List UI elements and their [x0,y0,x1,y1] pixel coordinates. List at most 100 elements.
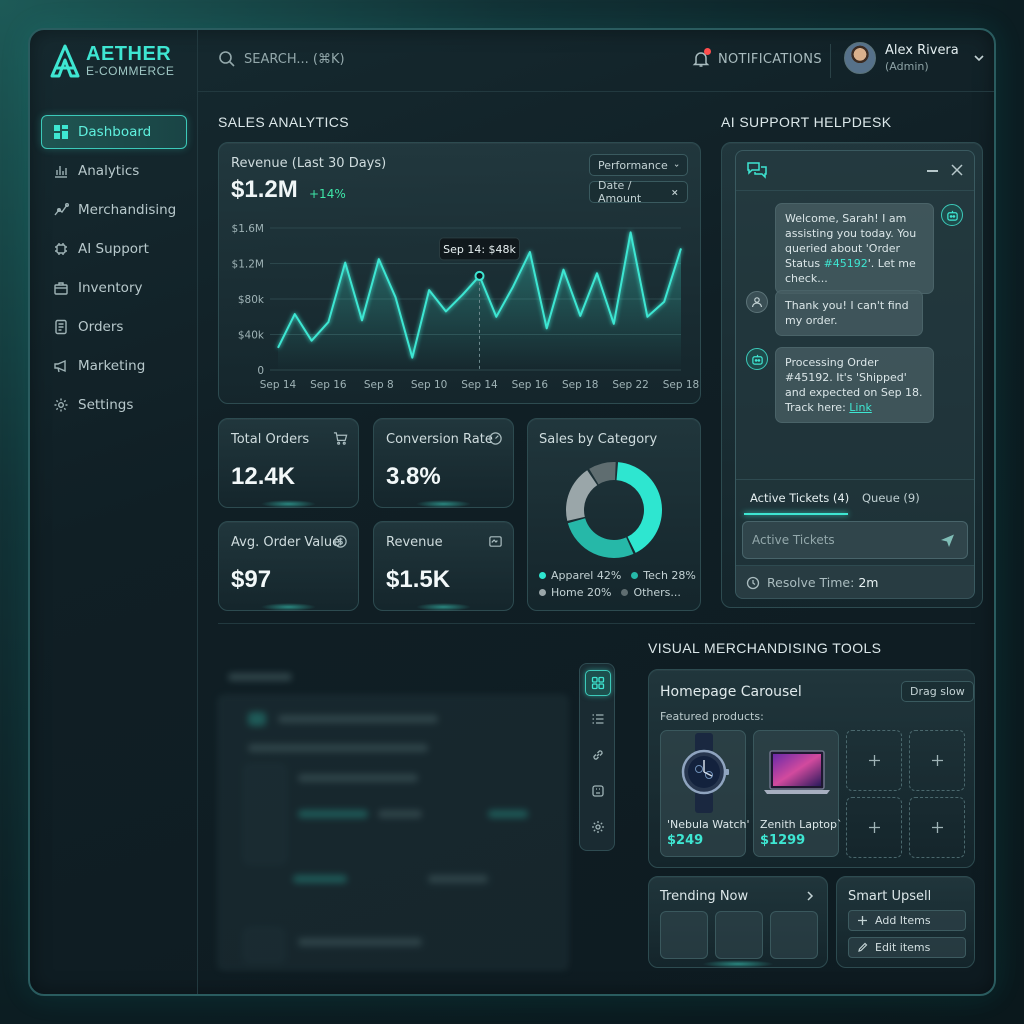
trending-item[interactable] [770,911,818,959]
highlight-point [474,270,485,281]
canvas-toolbar [579,663,615,851]
donut-slice-1[interactable] [567,518,634,558]
donut-slice-3[interactable] [589,462,616,485]
trending-now-card[interactable]: Trending Now [648,876,828,968]
list-tool-button[interactable] [585,706,611,732]
chat-message-user: Thank you! I can't find my order. [775,290,923,336]
empty-product-slot[interactable] [846,730,902,791]
plus-icon [868,822,880,833]
brand-logo[interactable]: AETHER E-COMMERCE [50,44,174,78]
user-menu[interactable]: Alex Rivera (Admin) [844,42,985,74]
bot-avatar-icon [941,204,963,226]
sidebar-item-dashboard[interactable]: Dashboard [41,115,187,149]
avatar [844,42,876,74]
blurred-text [248,744,428,752]
tab-active-tickets[interactable]: Active Tickets (4) [750,491,850,505]
revenue-chart-card: 0 $40k $80k $1.2M $1.6M Sep 14 Sep 16 Sep 8 Sep … [218,142,701,404]
link-icon [593,750,603,760]
tab-queue[interactable]: Queue (9) [862,491,920,505]
performance-dropdown[interactable]: Performance [589,154,688,176]
product-card-nebula-watch[interactable]: 'Nebula Watch' $249 [660,730,750,857]
donut-slice-2[interactable] [566,470,598,521]
sidebar-item-marketing[interactable]: Marketing [41,349,187,383]
legend-item-others: Others... [621,586,681,599]
grid-tool-button[interactable] [585,670,611,696]
conversion-rate-card[interactable]: Conversion Rate 3.8% [373,418,514,508]
link-tool-button[interactable] [585,742,611,768]
brand-subtitle: E-COMMERCE [86,64,175,78]
empty-product-slot[interactable] [909,797,965,858]
revenue-chart: 0 $40k $80k $1.2M $1.6M Sep 14 Sep 16 Sep 8 Sep … [232,223,700,391]
date-amount-filter[interactable]: Date / Amount [589,179,688,205]
search-input[interactable]: SEARCH... (⌘K) [218,50,345,68]
sidebar-item-label: Merchandising [78,202,177,218]
sidebar-item-merchandising[interactable]: Merchandising [41,193,187,227]
chat-message-bot: Processing Order #45192. It's 'Shipped' … [775,347,934,423]
trending-item[interactable] [715,911,763,959]
sidebar-item-orders[interactable]: Orders [41,310,187,344]
y-tick-label: $1.2M [232,259,264,271]
x-tick-label: Sep 10 [411,379,448,391]
helpdesk-title: AI SUPPORT HELPDESK [721,114,892,130]
pencil-icon [858,942,868,952]
track-link[interactable]: Link [849,401,872,414]
clock-icon [746,576,760,589]
user-avatar-icon [746,291,768,313]
y-tick-label: $1.6M [232,223,264,235]
drag-slow-button[interactable]: Drag slow [901,681,974,702]
empty-product-slot[interactable] [909,730,965,791]
blurred-text [488,810,528,818]
sidebar-item-ai-support[interactable]: AI Support [41,232,187,266]
ticket-tabs: Active Tickets (4) Queue (9) [736,479,974,515]
blurred-text [228,673,292,681]
grid-icon [591,676,605,690]
blurred-text [278,715,438,723]
trending-item[interactable] [660,911,708,959]
stat-value: $97 [231,566,272,593]
donut-slice-0[interactable] [616,462,662,553]
revenue-stat-card[interactable]: Revenue $1.5K [373,521,514,611]
y-tick-label: $80k [238,294,265,306]
category-donut-chart [566,462,662,558]
stat-label: Avg. Order Value [231,535,341,550]
resolve-label: Resolve Time: [767,575,855,590]
sidebar-item-analytics[interactable]: Analytics [41,154,187,188]
chevron-right-icon[interactable] [805,890,815,902]
blurred-box [244,764,286,864]
user-role: (Admin) [885,60,929,73]
settings-tool-button[interactable] [585,814,611,840]
product-card-zenith-laptop[interactable]: Zenith Laptop` $1299 [753,730,843,857]
empty-product-slot[interactable] [846,797,902,858]
active-tab-indicator [744,513,848,515]
minimize-button[interactable] [927,170,938,172]
send-icon[interactable] [940,533,955,548]
avg-order-value-card[interactable]: Avg. Order Value $97 [218,521,359,611]
merch-tools-title: VISUAL MERCHANDISING TOOLS [648,640,882,656]
notifications-button[interactable]: NOTIFICATIONS [692,48,822,68]
chat-message-input[interactable]: Active Tickets [742,521,968,559]
helpdesk-card: Welcome, Sarah! I am assisting you today… [721,142,983,608]
watch-image [681,733,729,813]
blurred-text [293,875,347,883]
layout-tool-button[interactable] [585,778,611,804]
brand-name: AETHER [86,43,172,65]
sidebar-item-inventory[interactable]: Inventory [41,271,187,305]
gauge-icon [489,432,502,445]
total-orders-card[interactable]: Total Orders 12.4K [218,418,359,508]
sidebar-item-label: Dashboard [78,124,152,140]
blurred-box [218,695,568,970]
x-tick-label: Sep 18 [663,379,700,391]
chat-header [736,151,974,191]
add-items-button[interactable]: Add Items [848,910,966,931]
bell-icon [692,48,711,68]
close-icon [672,189,678,195]
edit-items-button[interactable]: Edit items [848,937,966,958]
close-icon[interactable] [950,163,964,177]
trending-title: Trending Now [660,889,749,904]
stat-value: $1.5K [386,566,451,593]
chat-message-bot: Welcome, Sarah! I am assisting you today… [775,203,934,294]
inventory-icon [53,280,69,296]
gear-icon [592,821,604,833]
sidebar-item-settings[interactable]: Settings [41,388,187,422]
product-name: 'Nebula Watch' [667,818,750,831]
